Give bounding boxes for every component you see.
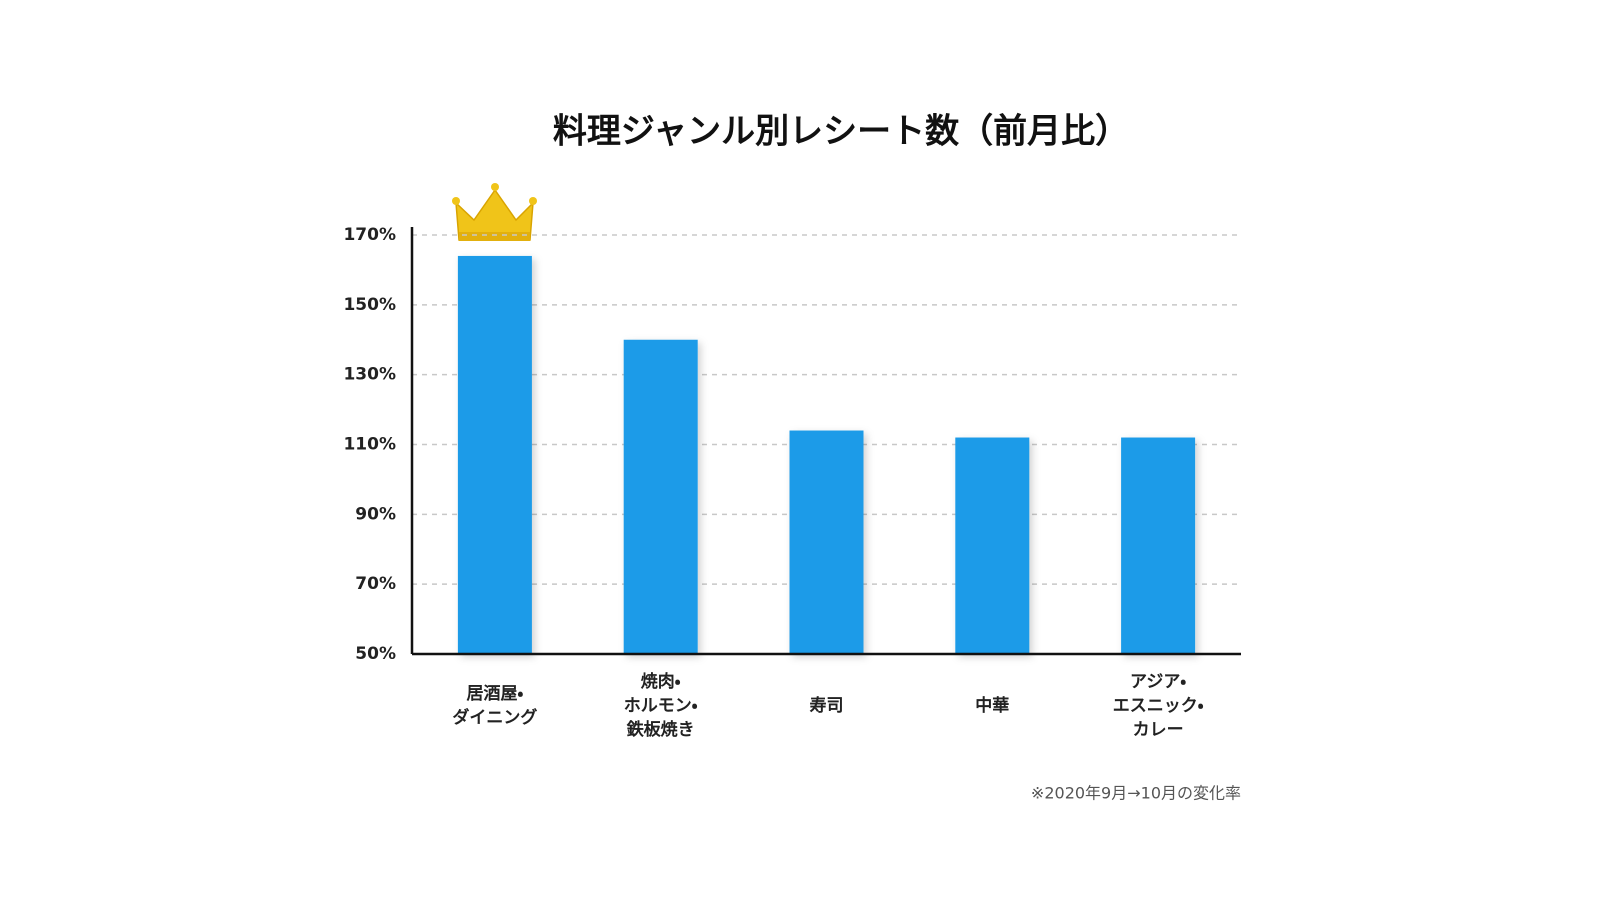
bar — [789, 430, 864, 654]
y-tick-label: 130% — [343, 365, 396, 385]
x-tick-label: 中華 — [975, 696, 1010, 716]
y-tick-label: 50% — [355, 644, 396, 664]
y-tick-label: 150% — [343, 295, 396, 315]
bar — [457, 255, 532, 654]
y-tick-label: 70% — [355, 574, 396, 594]
bar — [1121, 437, 1196, 654]
crown — [452, 183, 537, 241]
y-tick-label: 90% — [355, 504, 396, 524]
x-tick-label: 居酒屋・ ダイニング — [452, 684, 538, 728]
chart-title: 料理ジャンル別レシート数（前月比） — [553, 112, 1129, 152]
x-tick-label: 寿司 — [809, 696, 844, 716]
bar — [955, 437, 1030, 654]
x-tick-label: アジア・ エスニック・ カレー — [1112, 672, 1204, 740]
y-tick-label: 170% — [343, 225, 396, 245]
footnote: ※2020年9月→10月の変化率 — [1031, 784, 1241, 803]
y-tick-label: 110% — [343, 435, 396, 455]
x-tick-label: 焼肉・ ホルモン・ 鉄板焼き — [623, 672, 698, 740]
bar — [623, 339, 698, 654]
